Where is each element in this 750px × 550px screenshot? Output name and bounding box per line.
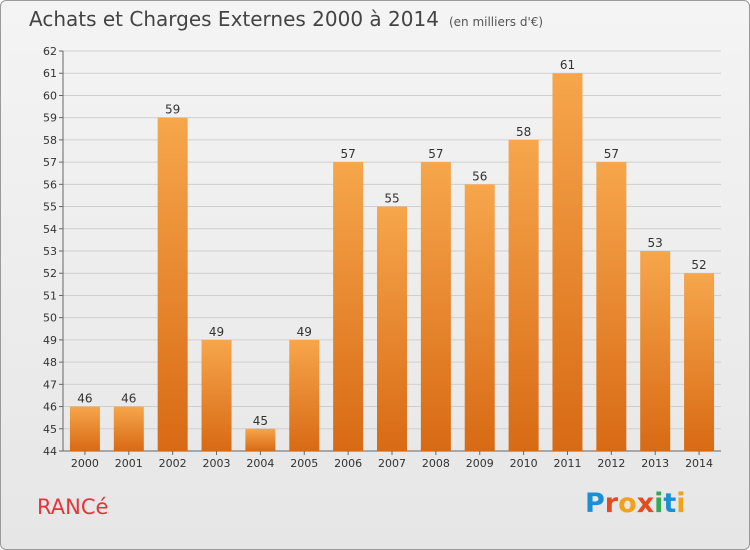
axes: 44 45 46 47 48 49 50 51 52 53 54 55 56 57 58 59 60 61 62 20…	[43, 45, 721, 470]
y-tick-label: 61	[43, 67, 57, 80]
y-tick-label: 45	[43, 423, 57, 436]
y-tick-label: 55	[43, 201, 57, 214]
y-tick-label: 47	[43, 378, 57, 391]
y-tick-label: 49	[43, 334, 57, 347]
y-tick-label: 60	[43, 89, 57, 102]
x-tick-label-2011: 2011	[553, 457, 581, 470]
bar-2008	[420, 162, 451, 451]
x-tick-label-2002: 2002	[159, 457, 187, 470]
bar-2004	[245, 428, 276, 451]
bar-2002	[157, 117, 188, 452]
x-tick-label-2004: 2004	[246, 457, 274, 470]
bar-2005	[289, 339, 320, 451]
y-tick-label: 44	[43, 445, 57, 458]
x-tick-label-2001: 2001	[115, 457, 143, 470]
bar-2011	[552, 73, 583, 451]
data-label-2006: 57	[340, 147, 355, 161]
y-tick-label: 59	[43, 112, 57, 125]
bar-2010	[508, 139, 539, 451]
y-tick-label: 56	[43, 178, 57, 191]
x-tick-label-2010: 2010	[510, 457, 538, 470]
y-tick-label: 57	[43, 156, 57, 169]
y-tick-label: 62	[43, 45, 57, 58]
data-label-2005: 49	[297, 325, 312, 339]
bar-2003	[201, 339, 232, 451]
y-tick-label: 52	[43, 267, 57, 280]
data-label-2012: 57	[604, 147, 619, 161]
data-label-2013: 53	[648, 236, 663, 250]
data-label-2007: 55	[384, 192, 399, 206]
data-label-2000: 46	[77, 392, 92, 406]
x-tick-label-2012: 2012	[597, 457, 625, 470]
y-tick-label: 50	[43, 312, 57, 325]
bar-2012	[596, 162, 627, 451]
data-label-2010: 58	[516, 125, 531, 139]
x-tick-label-2008: 2008	[422, 457, 450, 470]
bar-2006	[333, 162, 364, 451]
logo-letter: r	[604, 488, 619, 519]
logo-letter: o	[618, 488, 637, 519]
y-tick-label: 51	[43, 289, 57, 302]
y-tick-label: 53	[43, 245, 57, 258]
bar-2007	[377, 206, 407, 451]
logo-letter: i	[654, 488, 664, 519]
logo-letter: i	[676, 488, 686, 519]
proxiti-logo: Proxiti	[585, 488, 686, 519]
x-tick-label-2013: 2013	[641, 457, 669, 470]
logo-letter: t	[663, 488, 677, 519]
chart-title-text: Achats et Charges Externes 2000 à 2014	[29, 7, 439, 31]
bar-2014	[684, 273, 715, 451]
bars	[69, 73, 715, 452]
bar-2001	[113, 406, 144, 451]
town-name: RANCé	[37, 495, 109, 519]
bar-2013	[640, 251, 671, 451]
data-label-2004: 45	[253, 414, 268, 428]
x-tick-label-2014: 2014	[685, 457, 713, 470]
x-tick-label-2009: 2009	[466, 457, 494, 470]
data-label-2001: 46	[121, 392, 136, 406]
y-tick-label: 58	[43, 134, 57, 147]
y-tick-label: 46	[43, 401, 57, 414]
x-tick-label-2007: 2007	[378, 457, 406, 470]
bar-2000	[69, 406, 100, 451]
data-label-2009: 56	[472, 169, 487, 183]
data-label-2003: 49	[209, 325, 224, 339]
y-tick-label: 54	[43, 223, 57, 236]
data-label-2008: 57	[428, 147, 443, 161]
y-tick-label: 48	[43, 356, 57, 369]
data-labels: 46 46 59 49 45 49 57 55 57 56 58 61 57 53 52	[77, 58, 706, 428]
chart-title: Achats et Charges Externes 2000 à 2014 (e…	[29, 7, 543, 31]
bar-2009	[464, 184, 495, 452]
x-tick-label-2000: 2000	[71, 457, 99, 470]
logo-letter: x	[636, 488, 655, 519]
x-tick-label-2006: 2006	[334, 457, 362, 470]
chart-subtitle: (en milliers d'€)	[448, 15, 544, 29]
logo-letter: P	[585, 488, 605, 519]
data-label-2002: 59	[165, 103, 180, 117]
data-label-2014: 52	[691, 258, 706, 272]
x-tick-label-2003: 2003	[203, 457, 231, 470]
data-label-2011: 61	[560, 58, 575, 72]
x-tick-label-2005: 2005	[290, 457, 318, 470]
